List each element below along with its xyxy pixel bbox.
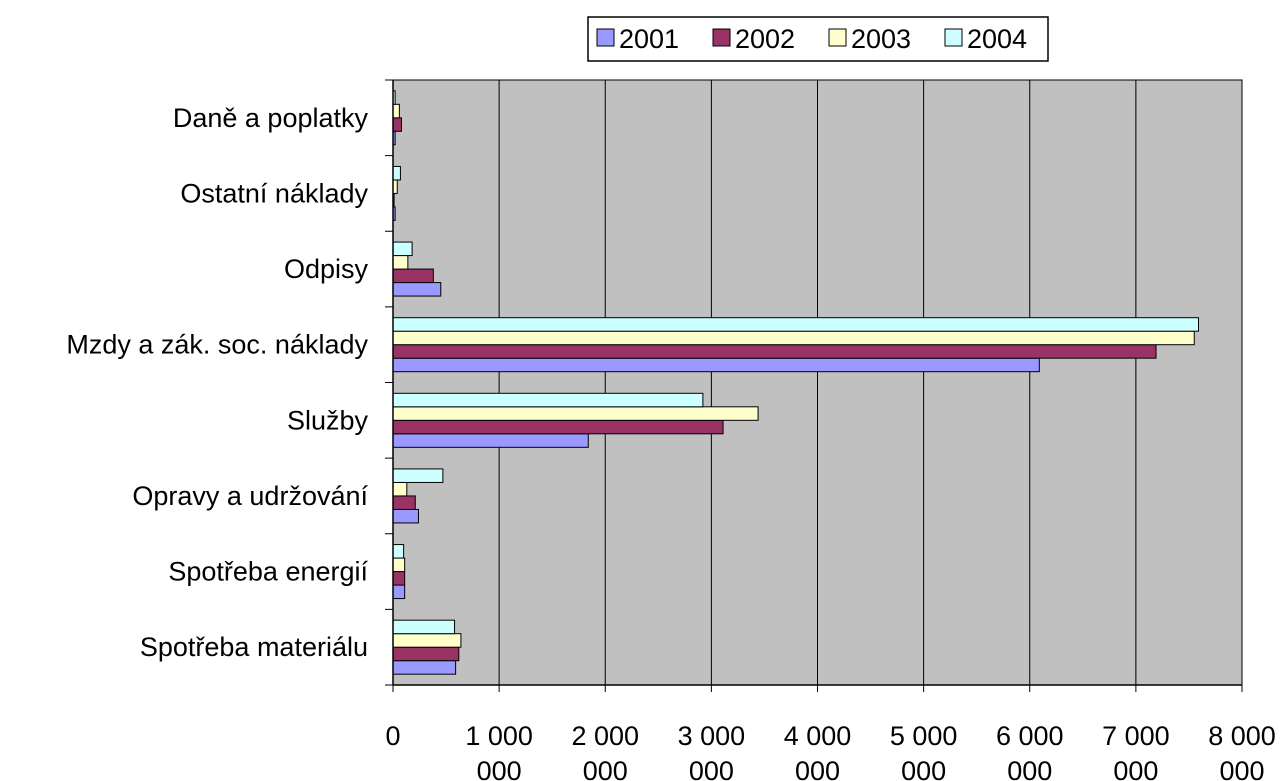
category-labels: Daně a poplatky Ostatní náklady Odpisy Mzdy… — [66, 103, 368, 662]
category-label: Odpisy — [284, 254, 369, 284]
legend: 2001 2002 2003 2004 — [587, 16, 1049, 62]
bar-2003 — [392, 406, 759, 421]
legend-label-2002: 2002 — [735, 24, 795, 54]
category-label: Daně a poplatky — [173, 103, 369, 133]
bar-2002 — [392, 117, 402, 132]
bar-2002 — [392, 646, 460, 662]
bar-2003 — [392, 330, 1195, 346]
category-label: Služby — [287, 405, 369, 435]
legend-box — [587, 16, 1049, 62]
x-tick-label-line2: 000 — [1219, 756, 1264, 781]
x-tick-label-line2: 000 — [795, 756, 840, 781]
bar-2001 — [392, 433, 589, 448]
bar-2004 — [392, 392, 704, 408]
bar-2004 — [392, 619, 456, 635]
legend-swatch-2003 — [828, 28, 847, 47]
bar-2001 — [392, 282, 442, 297]
axes — [385, 79, 1243, 692]
x-tick-label-line2: 000 — [689, 756, 734, 781]
legend-label-2003: 2003 — [851, 24, 911, 54]
x-tick-label: 5 000 — [890, 721, 958, 751]
x-tick-label: 0 — [385, 721, 400, 751]
x-tick-label: 4 000 — [784, 721, 852, 751]
bar-2002 — [392, 419, 724, 435]
x-tick-label-line2: 000 — [1113, 756, 1158, 781]
x-tick-label-line2: 000 — [477, 756, 522, 781]
bar-2002 — [392, 268, 434, 284]
category-label: Mzdy a zák. soc. náklady — [66, 330, 368, 360]
category-label: Ostatní náklady — [180, 178, 368, 208]
bar-2002 — [392, 495, 416, 510]
bar-2001 — [392, 660, 457, 675]
x-tick-label: 3 000 — [678, 721, 746, 751]
legend-swatch-2004 — [944, 28, 963, 47]
x-tick-label-line2: 000 — [583, 756, 628, 781]
bar-2003 — [392, 481, 408, 497]
bar-2003 — [392, 633, 462, 648]
legend-label-2001: 2001 — [619, 24, 679, 54]
bar-2004 — [392, 317, 1199, 332]
x-tick-label: 7 000 — [1102, 721, 1170, 751]
x-tick-label: 1 000 — [465, 721, 533, 751]
bar-2001 — [392, 584, 406, 600]
bar-2003 — [392, 255, 409, 270]
x-tick-label-line2: 000 — [1007, 756, 1052, 781]
legend-swatch-2002 — [712, 28, 731, 47]
bar-2001 — [392, 508, 419, 524]
x-tick-labels: 0 1 000 000 2 000 000 3 000 000 4 000 000 5 000 00… — [385, 721, 1275, 781]
bar-2002 — [392, 344, 1157, 359]
legend-swatch-2001 — [596, 28, 615, 47]
bar-2004 — [392, 468, 444, 483]
bar-2001 — [392, 357, 1040, 373]
legend-label-2004: 2004 — [967, 24, 1027, 54]
bar-2004 — [392, 544, 405, 559]
bar-2003 — [392, 557, 406, 573]
gridlines — [498, 80, 1137, 685]
bar-2004 — [392, 241, 413, 257]
x-tick-label-line2: 000 — [901, 756, 946, 781]
category-label: Spotřeba materiálu — [140, 632, 368, 662]
x-tick-label: 6 000 — [996, 721, 1064, 751]
bars — [392, 90, 1199, 675]
x-tick-label: 2 000 — [571, 721, 639, 751]
bar-2003 — [392, 103, 400, 119]
x-tick-label: 8 000 — [1208, 721, 1276, 751]
bar-2002 — [392, 571, 406, 586]
category-label: Spotřeba energií — [168, 557, 368, 587]
bar-2004 — [392, 165, 401, 181]
category-label: Opravy a udržování — [132, 481, 368, 511]
